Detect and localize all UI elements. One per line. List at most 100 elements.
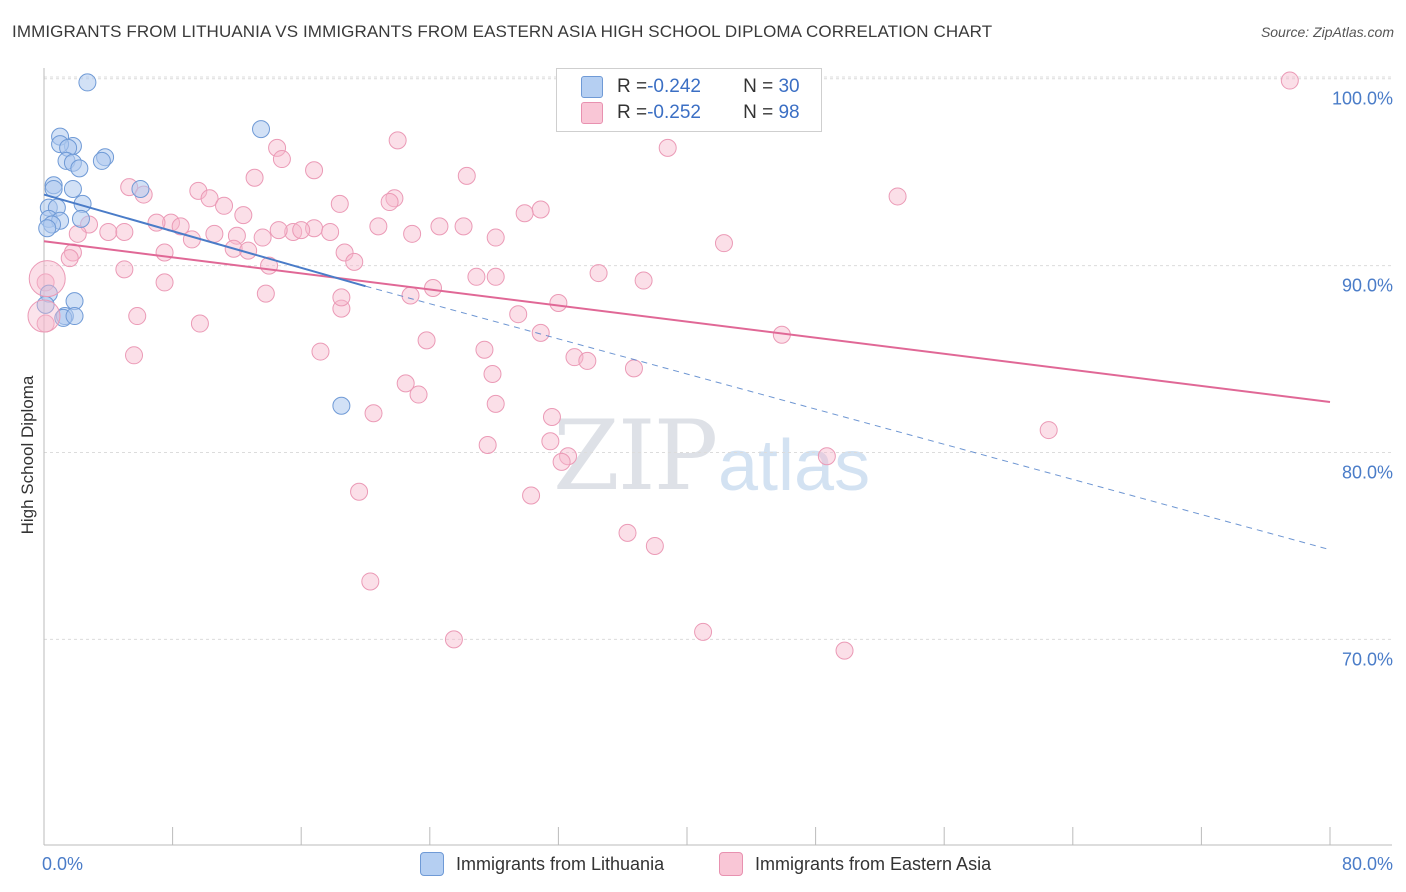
point-eastern-asia [388, 131, 407, 150]
point-eastern-asia [618, 523, 637, 542]
point-eastern-asia [27, 299, 61, 333]
point-eastern-asia [311, 342, 330, 361]
legend-row-lithuania: R = -0.242 N = 30 [581, 75, 800, 99]
x-tick-label: 0.0% [42, 854, 83, 874]
point-lithuania [38, 219, 57, 238]
point-eastern-asia [531, 323, 550, 342]
legend-swatch-pink [719, 852, 743, 876]
point-eastern-asia [1039, 421, 1058, 440]
point-eastern-asia [215, 196, 234, 215]
trend-line-lithuania-dashed [365, 285, 1331, 551]
point-eastern-asia [155, 273, 174, 292]
point-lithuania [65, 307, 84, 326]
point-eastern-asia [403, 224, 422, 243]
point-eastern-asia [115, 222, 134, 241]
point-eastern-asia [835, 641, 854, 660]
point-eastern-asia [634, 271, 653, 290]
point-eastern-asia [658, 138, 677, 157]
point-eastern-asia [292, 221, 311, 240]
point-eastern-asia [369, 217, 388, 236]
legend-r-value: -0.252 [647, 102, 701, 123]
point-eastern-asia [817, 447, 836, 466]
watermark-zip: ZIP [553, 400, 718, 512]
point-eastern-asia [205, 224, 224, 243]
point-eastern-asia [155, 243, 174, 262]
point-eastern-asia [380, 193, 399, 212]
point-lithuania [92, 151, 111, 170]
point-eastern-asia [531, 200, 550, 219]
point-eastern-asia [417, 331, 436, 350]
point-eastern-asia [409, 385, 428, 404]
point-lithuania [252, 120, 271, 139]
legend-r-label: R = [617, 102, 648, 123]
point-lithuania [131, 179, 150, 198]
legend-swatch-pink [581, 102, 603, 124]
legend-n-label: N = [743, 102, 779, 123]
legend-row-eastern-asia: R = -0.252 N = 98 [581, 101, 800, 125]
point-eastern-asia [486, 267, 505, 286]
point-eastern-asia [345, 252, 364, 271]
point-eastern-asia [234, 206, 253, 225]
point-eastern-asia [541, 432, 560, 451]
point-eastern-asia [549, 293, 568, 312]
trend-line-eastern-asia [43, 240, 1331, 404]
point-lithuania [78, 73, 97, 92]
point-eastern-asia [256, 284, 275, 303]
point-eastern-asia [454, 217, 473, 236]
point-eastern-asia [68, 224, 87, 243]
point-eastern-asia [171, 217, 190, 236]
legend-item-eastern-asia[interactable]: Immigrants from Eastern Asia [719, 852, 991, 876]
point-eastern-asia [457, 166, 476, 185]
point-eastern-asia [330, 194, 349, 213]
point-eastern-asia [272, 150, 291, 169]
point-eastern-asia [361, 572, 380, 591]
point-eastern-asia [694, 622, 713, 641]
point-eastern-asia [125, 346, 144, 365]
point-eastern-asia [486, 394, 505, 413]
point-eastern-asia [475, 340, 494, 359]
point-lithuania [332, 396, 351, 415]
point-eastern-asia [396, 374, 415, 393]
point-eastern-asia [483, 365, 502, 383]
legend-n-value: 30 [778, 76, 800, 97]
point-eastern-asia [522, 486, 541, 505]
y-tick-label: 100.0% [1332, 89, 1393, 109]
legend-item-lithuania[interactable]: Immigrants from Lithuania [420, 852, 664, 876]
trend-lines [43, 193, 1331, 551]
axes [43, 68, 1392, 846]
point-eastern-asia [200, 189, 219, 208]
point-eastern-asia [714, 234, 733, 253]
point-eastern-asia [364, 404, 383, 423]
trend-line-lithuania [43, 193, 366, 288]
point-eastern-asia [245, 168, 264, 187]
series-legend: Immigrants from Lithuania Immigrants fro… [0, 852, 1406, 878]
legend-label: Immigrants from Eastern Asia [755, 853, 992, 874]
watermark-atlas: atlas [718, 426, 871, 506]
point-eastern-asia [28, 260, 66, 298]
chart-title: IMMIGRANTS FROM LITHUANIA VS IMMIGRANTS … [12, 22, 993, 41]
legend-n-value: 98 [778, 102, 800, 123]
point-lithuania [71, 209, 90, 228]
point-eastern-asia [509, 305, 528, 324]
point-eastern-asia [115, 260, 134, 279]
grid-lines [44, 76, 1392, 640]
point-eastern-asia [60, 249, 79, 268]
y-tick-labels: 70.0% 80.0% 90.0% 100.0% [1332, 89, 1393, 670]
point-eastern-asia [1280, 71, 1299, 90]
point-eastern-asia [305, 161, 324, 180]
correlation-legend: R = -0.242 N = 30 R = -0.252 N = 98 [556, 68, 822, 132]
point-eastern-asia [467, 267, 486, 286]
point-eastern-asia [888, 187, 907, 206]
legend-r-label: R = [617, 76, 648, 97]
point-eastern-asia [478, 436, 497, 455]
point-eastern-asia [128, 307, 147, 326]
point-eastern-asia [269, 221, 288, 240]
point-lithuania [65, 292, 84, 311]
point-eastern-asia [321, 222, 340, 241]
point-eastern-asia [335, 243, 354, 262]
point-eastern-asia [624, 359, 643, 378]
chart-source: Source: ZipAtlas.com [1260, 24, 1394, 40]
point-eastern-asia [190, 314, 209, 333]
point-eastern-asia [424, 279, 443, 298]
point-eastern-asia [332, 288, 351, 307]
